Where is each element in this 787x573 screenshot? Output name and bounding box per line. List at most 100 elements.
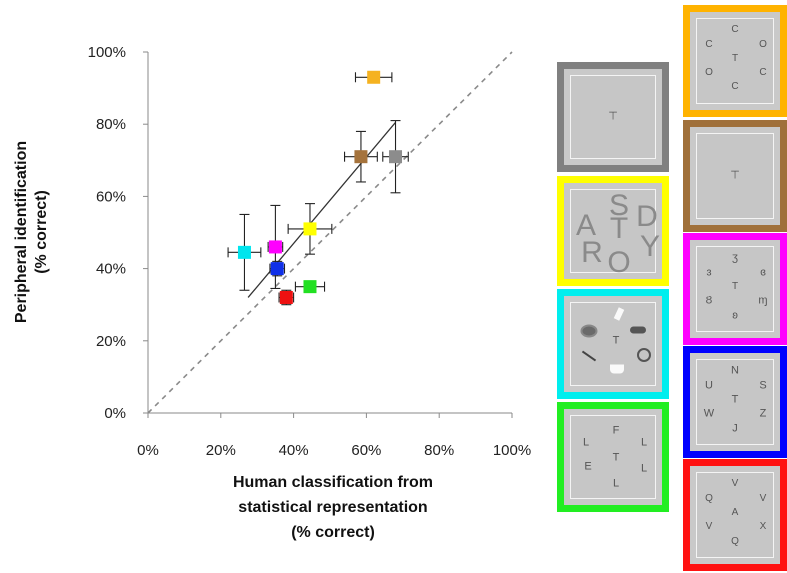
stimulus-panel-orange: C C O T O C C xyxy=(683,5,787,117)
y-tick-label: 80% xyxy=(96,116,126,133)
panel-glyph: Z xyxy=(759,407,767,420)
x-tick-label: 0% xyxy=(137,442,159,459)
data-points xyxy=(227,70,409,306)
shoe-object-icon xyxy=(630,326,646,334)
panel-glyph: X xyxy=(759,521,767,532)
panel-glyph: Q xyxy=(731,536,739,547)
panel-glyph: W xyxy=(703,407,715,420)
panel-glyph: O xyxy=(705,67,713,78)
panel-glyph: A xyxy=(731,507,739,518)
panel-glyph: Ȣ xyxy=(705,294,713,307)
cup-object-icon xyxy=(610,364,624,374)
panel-glyph: S xyxy=(608,189,630,222)
panel-glyph: ʒ xyxy=(732,251,738,264)
x-tick-label: 40% xyxy=(279,442,309,459)
panel-glyph: T xyxy=(612,334,620,347)
x-tick-label: 100% xyxy=(493,442,531,459)
stimulus-panel-gray: ⊤ xyxy=(557,62,669,172)
scatter-chart: 0% 20% 40% 60% 80% 100% 0% 20% 40% 60% 80% 100% Pe… xyxy=(13,44,531,541)
data-point-marker xyxy=(354,150,368,164)
x-axis-title-line: Human classification from xyxy=(233,474,433,491)
panel-glyph: T xyxy=(731,53,739,64)
stimulus-panel-cyan: T xyxy=(557,289,669,399)
axis-tick-marks xyxy=(143,51,513,418)
stimulus-panel-magenta: ʒ ɜ ɞ T Ȣ ɱ ʚ xyxy=(683,233,787,345)
data-point xyxy=(294,280,326,294)
panel-glyph: A xyxy=(575,209,597,242)
stimulus-panel-brown: ⊤ xyxy=(683,120,787,232)
panel-glyph: L xyxy=(640,462,648,475)
data-point xyxy=(278,289,295,306)
x-tick-labels: 0% 20% 40% 60% 80% 100% xyxy=(137,442,531,459)
data-point-marker xyxy=(389,150,403,164)
cable-object-icon xyxy=(637,348,651,362)
data-point xyxy=(344,130,378,183)
x-axis-title-line: statistical representation xyxy=(238,499,427,516)
panel-glyph: T xyxy=(609,212,629,245)
panel-glyph: L xyxy=(640,436,648,449)
panel-glyph: V xyxy=(759,493,767,504)
panel-glyph: C xyxy=(759,67,767,78)
identity-dashed-line xyxy=(147,51,513,414)
stimulus-panel-blue: N U S T W Z J xyxy=(683,346,787,458)
data-point-marker xyxy=(303,280,317,294)
y-axis-title-line: (% correct) xyxy=(33,190,50,274)
data-point xyxy=(354,70,393,84)
panel-glyph: L xyxy=(612,477,620,490)
panel-glyph: ⊤ xyxy=(608,110,618,123)
panel-glyph: ⊤ xyxy=(730,169,740,182)
panel-glyph: ɞ xyxy=(760,266,766,279)
panel-glyph: T xyxy=(612,451,620,464)
panel-glyph: O xyxy=(607,246,631,279)
panel-glyph: Q xyxy=(705,493,713,504)
panel-glyph: V xyxy=(705,521,713,532)
panel-glyph: C xyxy=(731,81,739,92)
stimulus-panel-red: V Q V A V X Q xyxy=(683,459,787,571)
y-axis-title-line: Peripheral identification xyxy=(13,141,30,323)
data-point xyxy=(227,213,262,291)
data-point-marker xyxy=(237,245,251,259)
data-point xyxy=(287,203,333,255)
panel-glyph: ʚ xyxy=(732,309,738,322)
panel-glyph: L xyxy=(582,436,590,449)
panel-glyph: Y xyxy=(639,230,661,263)
y-tick-label: 60% xyxy=(96,188,126,205)
panel-glyph: U xyxy=(705,379,713,392)
data-point-marker xyxy=(279,290,293,304)
data-point xyxy=(382,120,409,194)
x-tick-label: 80% xyxy=(424,442,454,459)
y-axis-title: Peripheral identification (% correct) xyxy=(13,141,50,323)
panel-glyph: O xyxy=(759,39,767,50)
x-tick-label: 20% xyxy=(206,442,236,459)
panel-glyph: T xyxy=(731,281,739,292)
panel-glyph: C xyxy=(705,39,713,50)
panel-glyph: V xyxy=(731,478,739,489)
panel-glyph: R xyxy=(581,236,603,269)
data-point-marker xyxy=(367,70,381,84)
panel-glyph: ɱ xyxy=(758,294,768,307)
panel-glyph: N xyxy=(731,364,739,377)
panel-glyph: T xyxy=(731,393,739,406)
stimulus-panel-yellow: S A T D R Y O xyxy=(557,176,669,286)
donut-object-icon xyxy=(580,324,598,338)
panel-glyph: J xyxy=(732,422,738,435)
x-axis-title: Human classification from statistical rep… xyxy=(233,474,433,541)
y-tick-label: 0% xyxy=(104,405,126,422)
data-point xyxy=(267,204,284,290)
panel-glyph: E xyxy=(584,460,592,473)
y-tick-label: 40% xyxy=(96,261,126,278)
data-point xyxy=(269,260,286,277)
panel-glyph: S xyxy=(759,379,767,392)
y-tick-label: 20% xyxy=(96,333,126,350)
y-tick-labels: 0% 20% 40% 60% 80% 100% xyxy=(88,44,126,422)
data-point-marker xyxy=(270,262,284,276)
x-tick-label: 60% xyxy=(351,442,381,459)
panel-glyph: ɜ xyxy=(706,266,712,279)
panel-glyph: C xyxy=(731,24,739,35)
data-point-marker xyxy=(268,240,282,254)
x-axis-title-line: (% correct) xyxy=(291,524,375,541)
y-tick-label: 100% xyxy=(88,44,126,61)
stimulus-panel-green: F L L T E L L xyxy=(557,402,669,512)
panel-glyph: F xyxy=(612,424,620,437)
data-point-marker xyxy=(303,222,317,236)
